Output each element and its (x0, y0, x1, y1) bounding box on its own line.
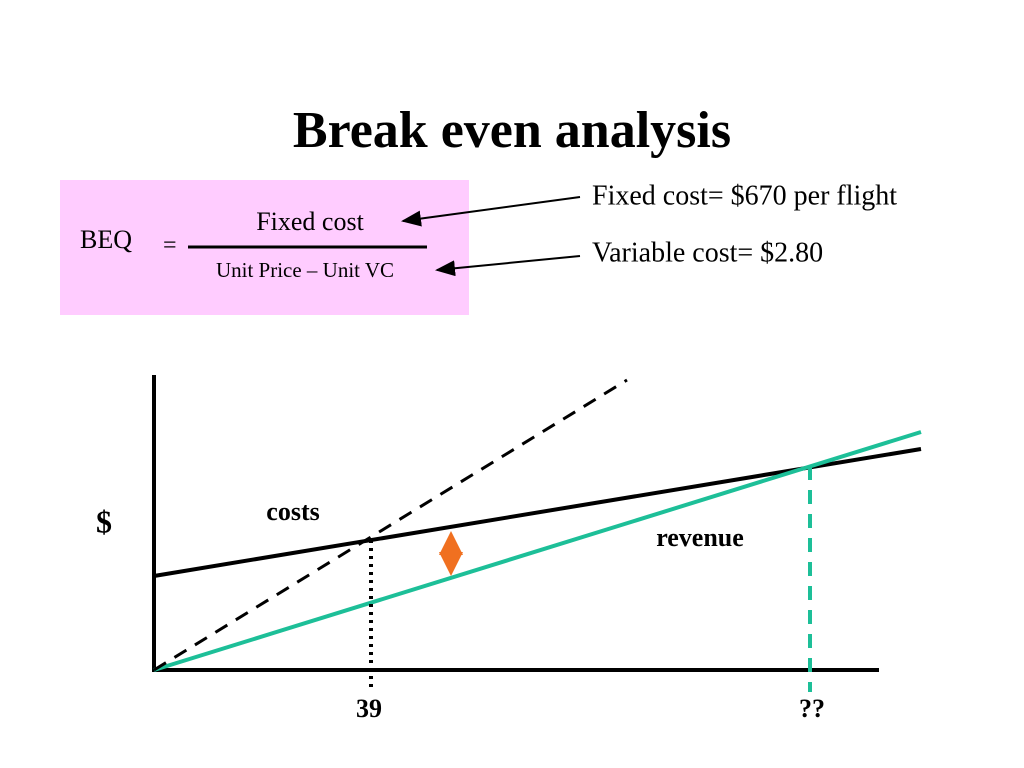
title: Break even analysis (293, 102, 731, 159)
x-label: 39 (356, 694, 382, 723)
dashed-line (153, 378, 628, 672)
formula-denominator: Unit Price – Unit VC (216, 258, 394, 282)
line-label: costs (266, 497, 319, 526)
revenue-line (153, 430, 922, 672)
arrow (401, 196, 581, 227)
note: Variable cost= $2.80 (592, 237, 823, 268)
line-label: revenue (656, 523, 744, 552)
formula-lhs: BEQ (80, 225, 132, 254)
formula-equals: = (163, 233, 177, 259)
formula-numerator: Fixed cost (256, 207, 364, 236)
arrow (435, 255, 581, 277)
x-label: ?? (799, 694, 825, 723)
note: Fixed cost= $670 per flight (592, 180, 897, 211)
y-label: $ (96, 503, 112, 539)
